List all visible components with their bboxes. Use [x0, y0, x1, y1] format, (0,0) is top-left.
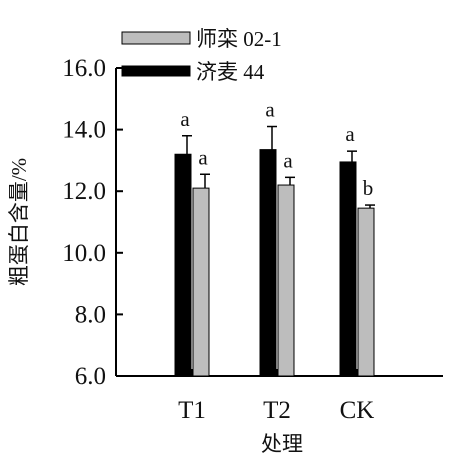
legend: 师栾 02-1 济麦 44 [121, 27, 282, 84]
bar-jimai44-t1 [174, 153, 192, 377]
bar-shiluan02-1-t1 [192, 187, 210, 377]
y-tick-label: 12.0 [62, 178, 106, 205]
bars [174, 125, 375, 377]
significance-label: a [180, 107, 190, 131]
y-tick-label: 14.0 [62, 117, 106, 144]
significance-label: a [198, 145, 208, 169]
legend-swatch [121, 65, 191, 77]
y-tick-label: 8.0 [75, 301, 106, 328]
legend-label: 师栾 02-1 [196, 27, 282, 51]
bar-jimai44-t2 [259, 149, 277, 377]
axes: 6.0 8.0 10.0 12.0 14.0 16.0 粗蛋白含量/% 处理 T1 T2 CK [7, 55, 443, 456]
y-tick-label: 16.0 [62, 55, 106, 82]
significance-label: a [283, 148, 293, 172]
legend-label: 济麦 44 [196, 60, 265, 84]
legend-swatch [121, 31, 191, 45]
x-tick-label: T1 [178, 397, 206, 424]
y-tick-label: 10.0 [62, 240, 106, 267]
significance-label: a [265, 98, 275, 122]
bar-shiluan02-1-t2 [277, 184, 295, 377]
significance-label: b [363, 176, 374, 200]
x-tick-label: CK [340, 397, 375, 424]
bar-jimai44-ck [339, 161, 357, 377]
x-tick-label: T2 [263, 397, 291, 424]
y-tick-label: 6.0 [75, 363, 106, 390]
x-axis-title: 处理 [261, 432, 303, 456]
y-axis-title: 粗蛋白含量/% [7, 158, 31, 286]
bar-shiluan02-1-ck [357, 207, 375, 377]
significance-label: a [345, 122, 355, 146]
